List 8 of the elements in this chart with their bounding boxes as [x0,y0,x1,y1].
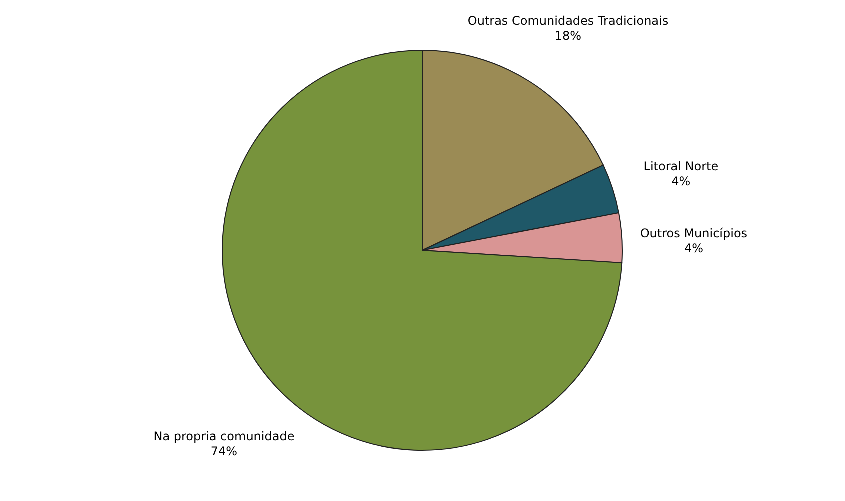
data-label: 4% [684,241,704,256]
slice-label: Na propria comunidade [154,430,295,444]
data-label: 18% [554,28,582,43]
data-label: 4% [672,174,691,188]
data-label: 74% [210,444,238,459]
slice-label: Outros Municípios [640,226,748,240]
slice-label: Outras Comunidades Tradicionais [468,14,669,28]
slice-label: Litoral Norte [644,159,719,174]
